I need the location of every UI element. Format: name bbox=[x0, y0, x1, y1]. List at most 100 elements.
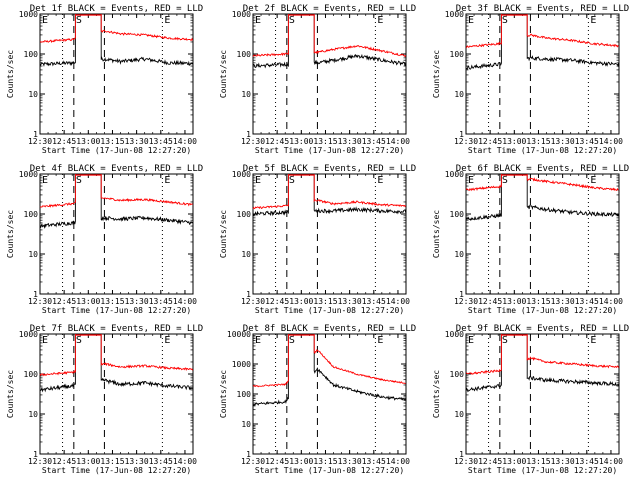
lld-series-line bbox=[465, 174, 502, 192]
marker-label: E bbox=[590, 335, 596, 346]
marker-label: S bbox=[76, 335, 82, 346]
x-tick-label: 14:00 bbox=[386, 457, 410, 466]
x-tick-label: 13:15 bbox=[100, 137, 124, 146]
marker-label: E bbox=[590, 15, 596, 26]
x-tick-label: 13:45 bbox=[149, 297, 173, 306]
marker-label: S bbox=[289, 335, 295, 346]
y-axis-label: Counts/sec bbox=[432, 50, 441, 98]
x-tick-label: 12:30 bbox=[28, 137, 52, 146]
y-axis-label: Counts/sec bbox=[219, 50, 228, 98]
x-tick-label: 13:45 bbox=[149, 457, 173, 466]
x-axis-label: Start Time (17-Jun-08 12:27:20) bbox=[42, 146, 191, 155]
x-tick-label: 13:45 bbox=[362, 137, 386, 146]
lld-series-line bbox=[526, 174, 619, 192]
x-tick-label: 13:15 bbox=[526, 457, 550, 466]
lld-series-line bbox=[252, 334, 289, 388]
y-axis-label: Counts/sec bbox=[432, 210, 441, 258]
y-tick-label: 100 bbox=[450, 370, 465, 379]
y-axis-label: Counts/sec bbox=[6, 210, 15, 258]
chart-title: Det 1f BLACK = Events, RED = LLD bbox=[30, 4, 203, 14]
events-series-line bbox=[39, 174, 76, 229]
x-tick-label: 12:45 bbox=[478, 457, 502, 466]
y-tick-label: 1 bbox=[33, 130, 38, 139]
x-tick-label: 13:15 bbox=[100, 297, 124, 306]
y-axis-label: Counts/sec bbox=[219, 210, 228, 258]
marker-label: E bbox=[468, 15, 474, 26]
events-series-line bbox=[252, 174, 289, 217]
marker-label: E bbox=[42, 15, 48, 26]
lld-series-line bbox=[39, 334, 76, 377]
chart-title: Det 6f BLACK = Events, RED = LLD bbox=[456, 164, 629, 174]
lld-series-line bbox=[100, 174, 193, 207]
y-tick-label: 10 bbox=[241, 250, 251, 259]
x-tick-label: 12:45 bbox=[478, 297, 502, 306]
plot-frame bbox=[39, 333, 194, 455]
y-tick-label: 1000 bbox=[19, 170, 38, 179]
x-tick-label: 13:30 bbox=[551, 457, 575, 466]
events-series-line bbox=[526, 174, 620, 218]
x-tick-label: 12:30 bbox=[454, 137, 478, 146]
x-axis-label: Start Time (17-Jun-08 12:27:20) bbox=[468, 466, 617, 475]
lld-series-line bbox=[465, 334, 502, 375]
y-tick-label: 1 bbox=[459, 290, 464, 299]
chart-title: Det 3f BLACK = Events, RED = LLD bbox=[456, 4, 629, 14]
x-axis-label: Start Time (17-Jun-08 12:27:20) bbox=[468, 146, 617, 155]
marker-label: E bbox=[164, 335, 170, 346]
lld-series-line bbox=[313, 334, 406, 384]
y-tick-label: 100 bbox=[24, 210, 39, 219]
events-series-line bbox=[465, 334, 502, 393]
chart-title: Det 7f BLACK = Events, RED = LLD bbox=[30, 324, 203, 334]
x-tick-label: 14:00 bbox=[599, 137, 623, 146]
chart-panel-5: Det 5f BLACK = Events, RED = LLD 1 10 100 10… bbox=[219, 164, 416, 315]
chart-title: Det 4f BLACK = Events, RED = LLD bbox=[30, 164, 203, 174]
y-tick-label: 10 bbox=[28, 410, 38, 419]
lld-series-line bbox=[39, 174, 76, 208]
marker-label: E bbox=[377, 335, 383, 346]
y-tick-label: 1 bbox=[246, 450, 251, 459]
x-tick-label: 13:45 bbox=[362, 457, 386, 466]
chart-panel-2: Det 2f BLACK = Events, RED = LLD 1 10 100 10… bbox=[219, 4, 416, 155]
x-tick-label: 14:00 bbox=[386, 297, 410, 306]
x-tick-label: 12:45 bbox=[265, 137, 289, 146]
y-tick-label: 1 bbox=[33, 450, 38, 459]
y-axis-label: Counts/sec bbox=[219, 370, 228, 418]
x-axis-label: Start Time (17-Jun-08 12:27:20) bbox=[42, 466, 191, 475]
x-tick-label: 13:45 bbox=[575, 457, 599, 466]
y-axis-label: Counts/sec bbox=[432, 370, 441, 418]
x-tick-label: 14:00 bbox=[386, 137, 410, 146]
x-tick-label: 12:30 bbox=[241, 297, 265, 306]
y-tick-label: 1000 bbox=[19, 10, 38, 19]
x-tick-label: 13:30 bbox=[125, 137, 149, 146]
x-tick-label: 13:00 bbox=[502, 297, 526, 306]
chart-panel-9: Det 9f BLACK = Events, RED = LLD 1 10 100 10… bbox=[432, 324, 629, 475]
events-series-line bbox=[526, 14, 620, 68]
y-tick-label: 1000 bbox=[445, 170, 464, 179]
x-tick-label: 13:30 bbox=[125, 457, 149, 466]
chart-panel-6: Det 6f BLACK = Events, RED = LLD 1 10 100 10… bbox=[432, 164, 629, 315]
x-tick-label: 14:00 bbox=[173, 297, 197, 306]
x-tick-label: 12:30 bbox=[28, 297, 52, 306]
lld-series-line bbox=[252, 174, 289, 210]
y-tick-label: 1 bbox=[33, 290, 38, 299]
y-tick-label: 1000 bbox=[232, 360, 251, 369]
lld-series-line bbox=[100, 334, 194, 371]
marker-label: S bbox=[289, 175, 295, 186]
events-series-line bbox=[313, 174, 407, 215]
plot-frame bbox=[465, 13, 620, 135]
x-tick-label: 13:45 bbox=[575, 297, 599, 306]
y-tick-label: 1000 bbox=[19, 330, 38, 339]
marker-label: S bbox=[289, 15, 295, 26]
marker-label: E bbox=[164, 175, 170, 186]
y-tick-label: 10 bbox=[454, 250, 464, 259]
x-tick-label: 12:30 bbox=[241, 137, 265, 146]
x-tick-label: 13:45 bbox=[575, 137, 599, 146]
marker-label: E bbox=[255, 175, 261, 186]
chart-title: Det 8f BLACK = Events, RED = LLD bbox=[243, 324, 416, 334]
y-tick-label: 10 bbox=[454, 90, 464, 99]
lld-series-line bbox=[526, 14, 619, 48]
y-axis-label: Counts/sec bbox=[6, 370, 15, 418]
x-tick-label: 14:00 bbox=[599, 297, 623, 306]
chart-panel-3: Det 3f BLACK = Events, RED = LLD 1 10 100 10… bbox=[432, 4, 629, 155]
x-tick-label: 13:30 bbox=[338, 137, 362, 146]
